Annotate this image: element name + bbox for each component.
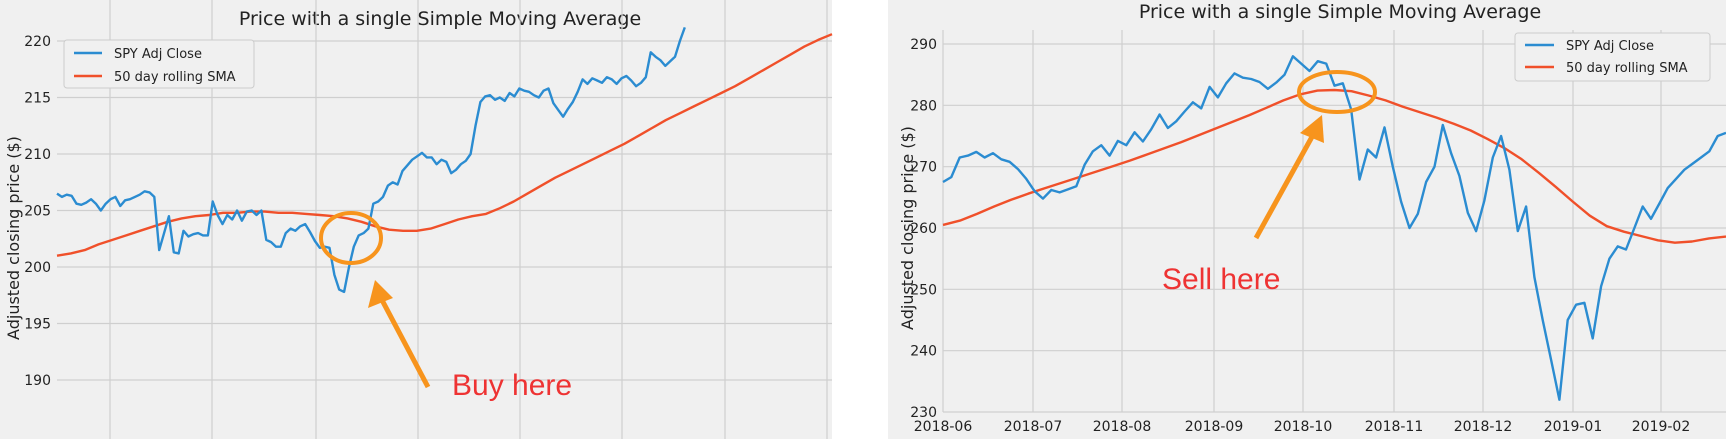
legend-box: [1514, 32, 1711, 82]
y-tick-label: 290: [910, 37, 937, 53]
chart-right-title: Price with a single Simple Moving Averag…: [1139, 1, 1541, 23]
chart-right-y-axis-label: Adjusted closing price ($): [898, 126, 917, 330]
series-line-sma: [56, 33, 833, 257]
chart-left-legend: SPY Adj Close 50 day rolling SMA: [63, 39, 255, 89]
chart-right-x-tick-labels: 2018-06 2018-07 2018-08 2018-09 2018-10 2018-…: [914, 419, 1691, 435]
chart-right-vertical-grid: [942, 30, 1662, 412]
chart-right-annotation: Sell here: [1162, 70, 1377, 296]
y-tick-label: 205: [24, 204, 51, 220]
chart-left-y-tick-labels: 190 195 200 205 210 215 220: [24, 34, 51, 389]
legend-box: [63, 39, 255, 89]
y-tick-label: 195: [24, 317, 51, 333]
annotation-arrow-head: [1300, 115, 1324, 143]
x-tick-label: 2018-12: [1454, 419, 1513, 435]
y-tick-label: 250: [910, 282, 937, 298]
annotation-circle: [319, 211, 383, 265]
x-tick-label: 2019-01: [1544, 419, 1603, 435]
annotation-arrow-shaft: [1253, 133, 1316, 240]
y-tick-label: 200: [24, 260, 51, 276]
x-tick-label: 2018-08: [1093, 419, 1152, 435]
chart-left-annotation: Buy here: [319, 211, 572, 402]
chart-right-y-tick-labels: 230 240 250 260 270 280 290: [910, 37, 937, 421]
series-line-sma: [942, 88, 1726, 244]
y-tick-label: 240: [910, 344, 937, 360]
annotation-circle: [1297, 70, 1377, 114]
y-tick-label: 270: [910, 160, 937, 176]
annotation-arrow-head: [368, 280, 393, 308]
chart-left-series: [56, 26, 833, 294]
legend-label-sma: 50 day rolling SMA: [1566, 61, 1688, 76]
y-tick-label: 260: [910, 221, 937, 237]
y-tick-label: 190: [24, 373, 51, 389]
x-tick-label: 2018-11: [1365, 419, 1424, 435]
y-tick-label: 215: [24, 91, 51, 107]
chart-right: Price with a single Simple Moving Averag…: [888, 0, 1726, 439]
y-tick-label: 230: [910, 405, 937, 421]
x-tick-label: 2019-02: [1632, 419, 1691, 435]
series-line-price: [56, 26, 686, 294]
series-line-price: [942, 55, 1726, 401]
legend-label-price: SPY Adj Close: [1566, 39, 1654, 54]
x-tick-label: 2018-10: [1274, 419, 1333, 435]
y-tick-label: 280: [910, 98, 937, 114]
x-tick-label: 2018-06: [914, 419, 973, 435]
annotation-sell-text: Sell here: [1162, 263, 1280, 296]
legend-label-sma: 50 day rolling SMA: [114, 70, 236, 85]
chart-right-legend: SPY Adj Close 50 day rolling SMA: [1514, 32, 1711, 82]
annotation-arrow-shaft: [379, 298, 431, 389]
y-tick-label: 210: [24, 147, 51, 163]
chart-right-series: [942, 55, 1726, 401]
x-tick-label: 2018-07: [1004, 419, 1063, 435]
legend-label-price: SPY Adj Close: [114, 47, 202, 62]
chart-left-title: Price with a single Simple Moving Averag…: [239, 8, 641, 30]
y-tick-label: 220: [24, 34, 51, 50]
chart-left: Price with a single Simple Moving Averag…: [0, 0, 833, 439]
chart-right-horizontal-grid: [943, 43, 1726, 413]
chart-left-y-axis-label: Adjusted closing price ($): [4, 136, 23, 340]
annotation-buy-text: Buy here: [452, 369, 572, 402]
chart-left-horizontal-grid: [57, 40, 832, 381]
x-tick-label: 2018-09: [1185, 419, 1244, 435]
